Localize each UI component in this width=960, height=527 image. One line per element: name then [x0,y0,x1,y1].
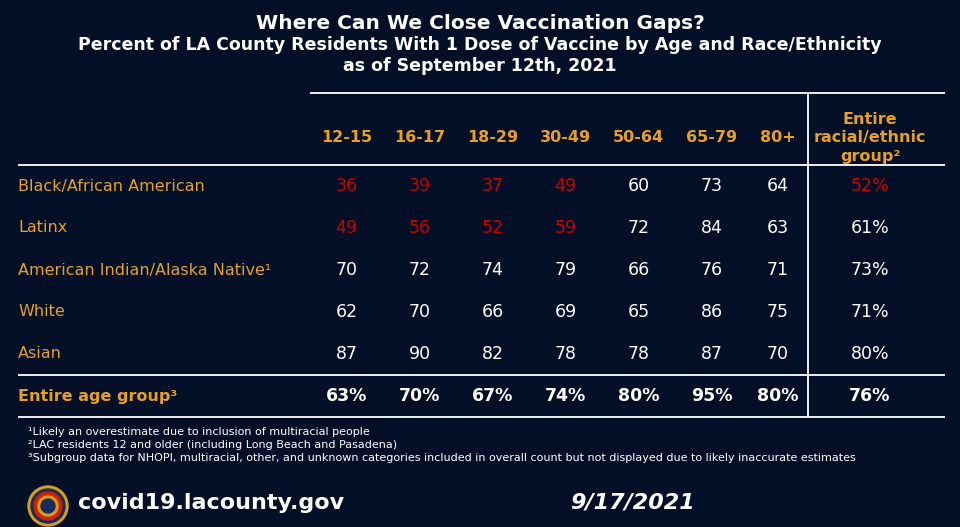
Text: 63%: 63% [325,387,367,405]
Text: ¹Likely an overestimate due to inclusion of multiracial people: ¹Likely an overestimate due to inclusion… [28,427,370,437]
Text: 80%: 80% [617,387,660,405]
Circle shape [31,489,65,523]
Text: ³Subgroup data for NHOPI, multiracial, other, and unknown categories included in: ³Subgroup data for NHOPI, multiracial, o… [28,453,855,463]
Text: 71%: 71% [851,303,889,321]
Text: as of September 12th, 2021: as of September 12th, 2021 [343,57,617,75]
Text: White: White [18,305,64,319]
Text: 71: 71 [767,261,789,279]
Text: 76%: 76% [850,387,891,405]
Text: 82: 82 [482,345,503,363]
Text: 87: 87 [701,345,723,363]
Text: 74%: 74% [545,387,587,405]
Text: 52%: 52% [851,177,889,195]
Text: 66: 66 [481,303,504,321]
Text: 80%: 80% [757,387,799,405]
Text: 61%: 61% [851,219,889,237]
Text: 72: 72 [628,219,650,237]
Text: 52: 52 [482,219,503,237]
Text: Asian: Asian [18,346,61,362]
Text: 36: 36 [335,177,357,195]
Text: 74: 74 [482,261,503,279]
Text: 78: 78 [555,345,577,363]
Text: 62: 62 [335,303,357,321]
Text: 65: 65 [628,303,650,321]
Text: 59: 59 [555,219,577,237]
Text: 87: 87 [335,345,357,363]
Text: 66: 66 [628,261,650,279]
Text: 70%: 70% [398,387,441,405]
Circle shape [34,492,62,520]
Text: Entire age group³: Entire age group³ [18,388,178,404]
Text: 95%: 95% [691,387,732,405]
Text: 30-49: 30-49 [540,130,591,145]
Circle shape [41,499,55,513]
Text: American Indian/Alaska Native¹: American Indian/Alaska Native¹ [18,262,272,278]
Text: 70: 70 [335,261,357,279]
Text: 73: 73 [701,177,723,195]
Text: 86: 86 [701,303,723,321]
Text: 80%: 80% [851,345,889,363]
Text: Black/African American: Black/African American [18,179,204,193]
Text: 37: 37 [482,177,503,195]
Circle shape [38,496,58,516]
Text: 90: 90 [408,345,431,363]
Text: 49: 49 [555,177,577,195]
Text: 18-29: 18-29 [467,130,518,145]
Text: 84: 84 [701,219,723,237]
Text: covid19.lacounty.gov: covid19.lacounty.gov [78,493,344,513]
Text: 50-64: 50-64 [612,130,664,145]
Text: 70: 70 [767,345,789,363]
Text: 78: 78 [628,345,650,363]
Text: 9/17/2021: 9/17/2021 [570,493,695,513]
Text: 75: 75 [767,303,789,321]
Text: 79: 79 [555,261,577,279]
Text: 76: 76 [701,261,723,279]
Text: 63: 63 [767,219,789,237]
Text: 49: 49 [335,219,357,237]
Text: ²LAC residents 12 and older (including Long Beach and Pasadena): ²LAC residents 12 and older (including L… [28,440,397,450]
Text: Latinx: Latinx [18,220,67,236]
Text: Where Can We Close Vaccination Gaps?: Where Can We Close Vaccination Gaps? [255,14,705,33]
Text: 72: 72 [409,261,430,279]
Text: 80+: 80+ [760,130,796,145]
Text: 70: 70 [409,303,430,321]
Text: 16-17: 16-17 [394,130,445,145]
Text: 56: 56 [408,219,431,237]
Text: 67%: 67% [471,387,514,405]
Text: 64: 64 [767,177,789,195]
Text: 12-15: 12-15 [321,130,372,145]
Circle shape [28,486,68,526]
Text: Entire
racial/ethnic
group²: Entire racial/ethnic group² [814,112,926,164]
Text: 60: 60 [628,177,650,195]
Text: 69: 69 [554,303,577,321]
Text: 39: 39 [408,177,431,195]
Text: 73%: 73% [851,261,889,279]
Text: Percent of LA County Residents With 1 Dose of Vaccine by Age and Race/Ethnicity: Percent of LA County Residents With 1 Do… [78,36,882,54]
Text: 65-79: 65-79 [686,130,737,145]
